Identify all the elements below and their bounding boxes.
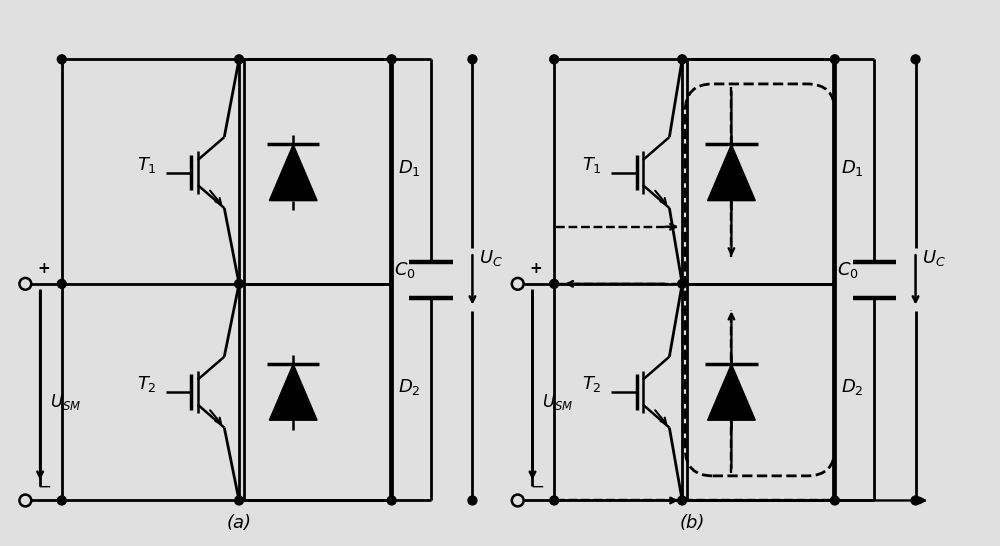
Polygon shape [269,145,317,200]
Text: $C_0$: $C_0$ [394,260,415,280]
Circle shape [387,55,396,64]
Text: $U_C$: $U_C$ [922,248,946,268]
Text: $U_{SM}$: $U_{SM}$ [542,392,574,412]
Circle shape [911,496,920,505]
Circle shape [678,280,687,288]
Text: $T_2$: $T_2$ [582,374,602,394]
Text: +: + [530,261,542,276]
Text: $T_1$: $T_1$ [137,155,157,175]
Circle shape [550,496,559,505]
Circle shape [678,55,687,64]
Text: +: + [37,261,50,276]
Text: $D_1$: $D_1$ [398,158,420,177]
Circle shape [911,55,920,64]
Circle shape [235,55,243,64]
Text: $-$: $-$ [37,477,51,495]
Circle shape [468,496,477,505]
Text: (b): (b) [679,514,705,532]
Text: $T_2$: $T_2$ [137,374,157,394]
Text: $T_1$: $T_1$ [582,155,602,175]
Circle shape [235,496,243,505]
Text: $-$: $-$ [530,477,544,495]
Circle shape [550,55,559,64]
Circle shape [468,55,477,64]
Text: $C_0$: $C_0$ [837,260,859,280]
Text: $D_2$: $D_2$ [398,377,420,397]
Text: (a): (a) [227,514,252,532]
Circle shape [550,280,559,288]
Polygon shape [708,145,755,200]
Text: $U_{SM}$: $U_{SM}$ [50,392,81,412]
Text: $D_2$: $D_2$ [841,377,863,397]
Text: $D_1$: $D_1$ [841,158,863,177]
Circle shape [387,496,396,505]
Circle shape [57,496,66,505]
Polygon shape [269,364,317,420]
Polygon shape [708,364,755,420]
Circle shape [830,55,839,64]
Circle shape [57,280,66,288]
Circle shape [678,496,687,505]
Circle shape [57,55,66,64]
Circle shape [235,280,243,288]
Text: $U_C$: $U_C$ [479,248,503,268]
Circle shape [830,496,839,505]
